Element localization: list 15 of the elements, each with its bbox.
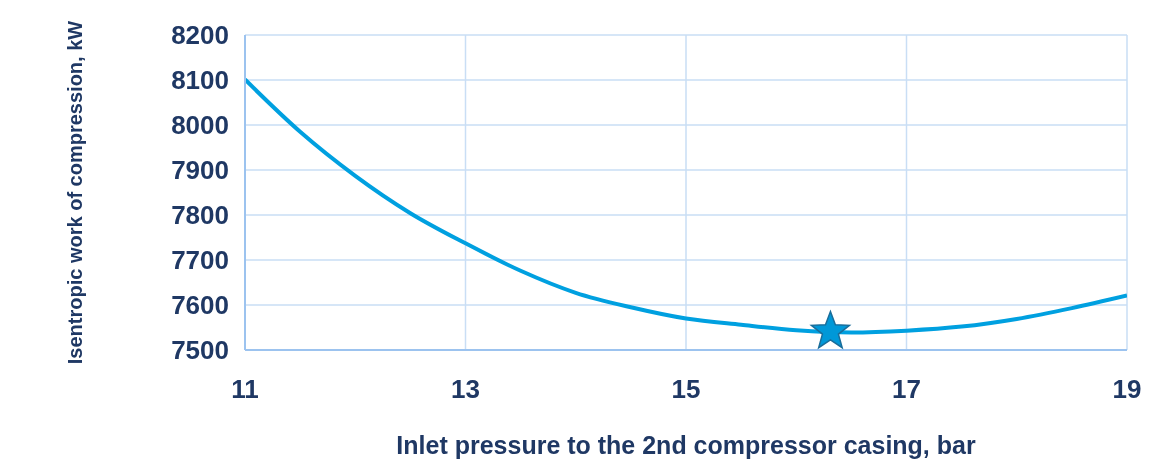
x-tick-label: 13 bbox=[451, 374, 480, 404]
x-tick-label: 19 bbox=[1112, 374, 1142, 404]
x-tick-label: 15 bbox=[671, 374, 701, 404]
y-axis-title: Isentropic work of compression, kW bbox=[64, 20, 87, 365]
x-axis-title: Inlet pressure to the 2nd compressor casing, bar bbox=[396, 431, 976, 459]
y-tick-label: 8200 bbox=[171, 20, 229, 50]
y-tick-label: 7500 bbox=[171, 335, 229, 365]
y-tick-label: 7800 bbox=[171, 200, 229, 230]
y-tick-label: 8100 bbox=[171, 65, 229, 95]
y-tick-label: 7900 bbox=[171, 155, 229, 185]
y-tick-label: 8000 bbox=[171, 110, 229, 140]
x-tick-label: 17 bbox=[892, 374, 921, 404]
y-tick-label: 7600 bbox=[171, 290, 229, 320]
y-tick-label: 7700 bbox=[171, 245, 229, 275]
x-tick-label: 11 bbox=[231, 374, 259, 404]
